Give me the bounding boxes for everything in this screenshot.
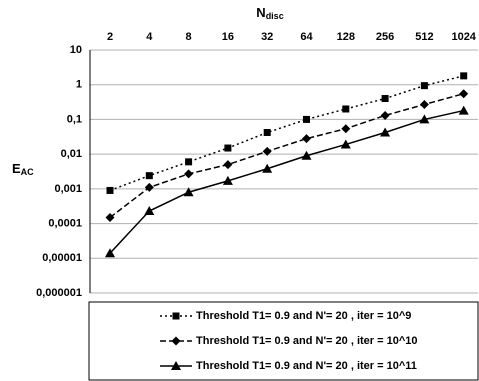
marker bbox=[380, 110, 390, 120]
marker bbox=[301, 150, 312, 160]
x-axis-label: Ndisc bbox=[256, 5, 283, 21]
y-tick-label: 0,01 bbox=[61, 148, 82, 160]
marker bbox=[420, 82, 428, 90]
marker bbox=[171, 361, 181, 370]
x-tick-label: 4 bbox=[146, 31, 153, 43]
marker bbox=[185, 158, 193, 166]
series-line bbox=[109, 93, 464, 219]
marker bbox=[145, 172, 153, 180]
marker bbox=[460, 72, 468, 80]
y-tick-label: 10 bbox=[70, 44, 82, 56]
y-label-sub: AC bbox=[21, 167, 34, 177]
legend-label: Threshold T1= 0.9 and N'= 20 , iter = 10… bbox=[196, 360, 417, 372]
y-axis-label: EAC bbox=[12, 161, 34, 177]
marker bbox=[262, 163, 273, 173]
marker bbox=[223, 160, 233, 170]
y-tick-label: 1 bbox=[76, 79, 82, 91]
marker bbox=[459, 89, 469, 99]
marker bbox=[172, 312, 180, 320]
marker bbox=[419, 99, 429, 109]
marker bbox=[144, 182, 154, 192]
marker bbox=[263, 129, 271, 137]
legend-box bbox=[88, 301, 479, 381]
marker bbox=[183, 187, 194, 197]
marker bbox=[381, 95, 389, 103]
x-tick-label: 2 bbox=[107, 31, 113, 43]
y-tick-label: 0,0001 bbox=[48, 217, 82, 229]
marker bbox=[262, 146, 272, 156]
series-line bbox=[109, 75, 464, 192]
y-tick-label: 0,00001 bbox=[42, 252, 82, 264]
marker bbox=[222, 175, 233, 185]
y-label-main: E bbox=[12, 161, 21, 176]
x-tick-label: 512 bbox=[415, 31, 433, 43]
marker bbox=[224, 144, 232, 152]
y-tick-label: 0,1 bbox=[67, 113, 82, 125]
marker bbox=[380, 127, 391, 137]
marker bbox=[171, 336, 181, 346]
series-line bbox=[109, 109, 464, 254]
legend-label: Threshold T1= 0.9 and N'= 20 , iter = 10… bbox=[196, 310, 411, 322]
y-tick-label: 0,001 bbox=[54, 183, 82, 195]
marker bbox=[340, 139, 351, 149]
marker bbox=[419, 114, 430, 124]
y-tick-label: 0,000001 bbox=[36, 287, 82, 299]
x-tick-label: 32 bbox=[261, 31, 273, 43]
x-tick-label: 8 bbox=[186, 31, 192, 43]
marker bbox=[105, 212, 115, 222]
marker bbox=[303, 115, 310, 123]
x-label-main: N bbox=[256, 5, 265, 20]
marker bbox=[105, 248, 115, 258]
marker bbox=[106, 186, 114, 194]
x-tick-label: 64 bbox=[300, 31, 313, 43]
x-tick-label: 1024 bbox=[451, 31, 476, 43]
marker bbox=[342, 105, 350, 113]
marker bbox=[458, 105, 469, 115]
x-tick-label: 128 bbox=[337, 31, 355, 43]
marker bbox=[144, 206, 155, 216]
x-tick-label: 256 bbox=[376, 31, 394, 43]
marker bbox=[184, 169, 194, 179]
x-label-sub: disc bbox=[266, 11, 284, 21]
x-tick-label: 16 bbox=[222, 31, 234, 43]
marker bbox=[341, 124, 351, 134]
marker bbox=[302, 134, 311, 144]
legend-label: Threshold T1= 0.9 and N'= 20 , iter = 10… bbox=[196, 335, 418, 347]
